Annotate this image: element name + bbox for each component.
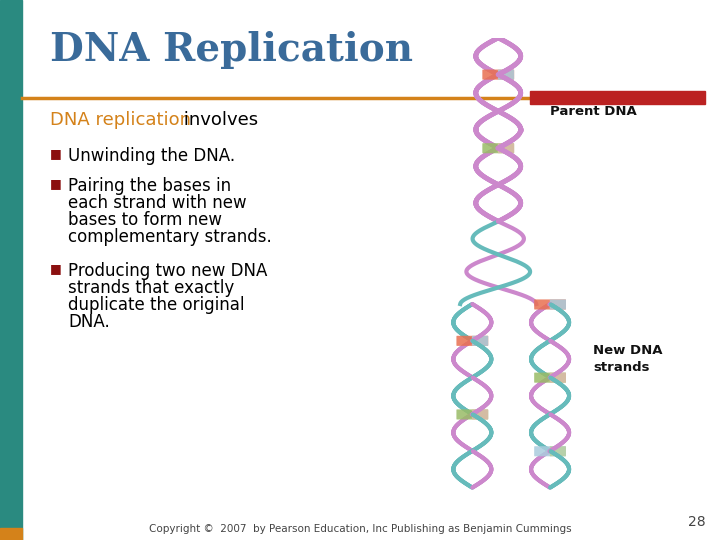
FancyBboxPatch shape [550, 300, 566, 309]
FancyBboxPatch shape [498, 70, 514, 80]
FancyBboxPatch shape [498, 143, 514, 153]
Text: bases to form new: bases to form new [68, 211, 222, 229]
Text: Copyright ©  2007  by Pearson Education, Inc Publishing as Benjamin Cummings: Copyright © 2007 by Pearson Education, I… [149, 524, 571, 534]
FancyBboxPatch shape [482, 70, 514, 80]
FancyBboxPatch shape [534, 373, 566, 383]
Bar [530, 91, 705, 104]
FancyBboxPatch shape [482, 143, 514, 153]
Text: Parent DNA: Parent DNA [550, 105, 636, 118]
FancyBboxPatch shape [472, 336, 488, 346]
FancyBboxPatch shape [456, 409, 488, 420]
FancyBboxPatch shape [534, 300, 566, 309]
Text: DNA.: DNA. [68, 313, 109, 331]
Text: ■: ■ [50, 262, 62, 275]
FancyBboxPatch shape [456, 336, 488, 346]
Text: Pairing the bases in: Pairing the bases in [68, 177, 231, 195]
Text: strands that exactly: strands that exactly [68, 279, 234, 297]
Text: ■: ■ [50, 177, 62, 190]
FancyBboxPatch shape [550, 373, 566, 383]
Text: ■: ■ [50, 147, 62, 160]
FancyBboxPatch shape [550, 446, 566, 456]
FancyBboxPatch shape [472, 409, 488, 420]
Text: Unwinding the DNA.: Unwinding the DNA. [68, 147, 235, 165]
Text: each strand with new: each strand with new [68, 194, 247, 212]
Bar [0, 528, 22, 540]
FancyBboxPatch shape [534, 446, 566, 456]
Text: Producing two new DNA: Producing two new DNA [68, 262, 267, 280]
Text: 28: 28 [688, 515, 706, 529]
Text: New DNA
strands: New DNA strands [593, 344, 663, 374]
Text: DNA Replication: DNA Replication [50, 31, 413, 69]
Text: duplicate the original: duplicate the original [68, 296, 245, 314]
Bar [0, 0, 22, 540]
Text: complementary strands.: complementary strands. [68, 228, 271, 246]
Text: DNA replication: DNA replication [50, 111, 191, 129]
Text: involves: involves [178, 111, 258, 129]
